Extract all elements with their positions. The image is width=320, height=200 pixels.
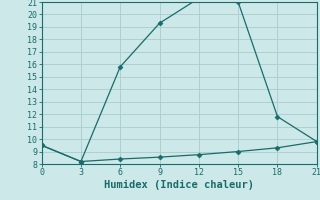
X-axis label: Humidex (Indice chaleur): Humidex (Indice chaleur)	[104, 180, 254, 190]
